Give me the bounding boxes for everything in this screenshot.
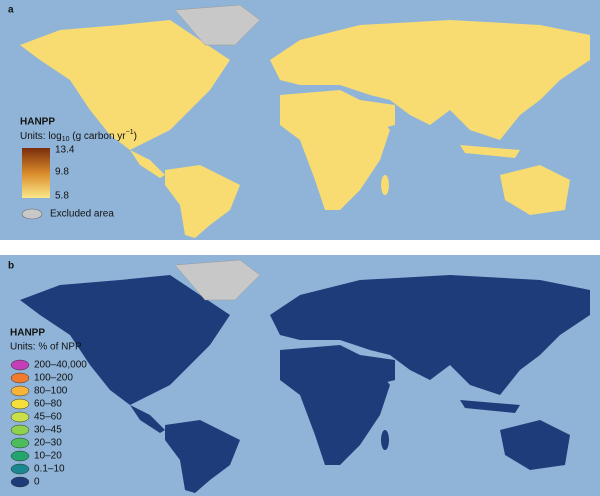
legend-label: 80–100 <box>34 386 68 397</box>
panel-b: b HANPP Units: % of NPP 200–40,000 100–20… <box>0 255 600 496</box>
legend-swatch <box>10 359 30 371</box>
excluded-swatch <box>21 208 43 220</box>
panel-label: a <box>8 5 14 16</box>
legend-label: 60–80 <box>34 399 62 410</box>
scale-label: 13.4 <box>55 145 75 156</box>
legend-swatch <box>10 372 30 384</box>
legend-swatch <box>10 463 30 475</box>
excluded-label: Excluded area <box>50 209 114 220</box>
legend-label: 200–40,000 <box>34 360 87 371</box>
legend-label: 30–45 <box>34 425 62 436</box>
legend-swatch <box>10 385 30 397</box>
panel-label: b <box>8 261 14 272</box>
legend-label: 45–60 <box>34 412 62 423</box>
legend-swatch <box>10 437 30 449</box>
legend-swatch <box>10 424 30 436</box>
color-scale <box>22 148 50 198</box>
legend-label: 20–30 <box>34 438 62 449</box>
greenland <box>174 4 261 46</box>
legend-label: 0.1–10 <box>34 464 65 475</box>
legend-label: 0 <box>34 477 40 488</box>
legend-swatch <box>10 398 30 410</box>
legend-label: 10–20 <box>34 451 62 462</box>
legend-swatch <box>10 476 30 488</box>
legend-swatch <box>10 411 30 423</box>
greenland <box>174 259 261 301</box>
legend-title: HANPP <box>20 117 55 128</box>
legend-units: Units: log10 (g carbon yr−1) <box>20 129 137 143</box>
legend-label: 100–200 <box>34 373 73 384</box>
panel-a: a HANPP Units: log10 (g carbon yr−1) Exc… <box>0 0 600 240</box>
legend-title: HANPP <box>10 328 45 339</box>
scale-label: 9.8 <box>55 166 69 177</box>
legend-items: 200–40,000 100–200 80–100 60–80 45–60 30–45 20… <box>10 359 87 488</box>
scale-label: 5.8 <box>55 191 69 202</box>
legend-swatch <box>10 450 30 462</box>
legend-units: Units: % of NPP <box>10 342 82 353</box>
